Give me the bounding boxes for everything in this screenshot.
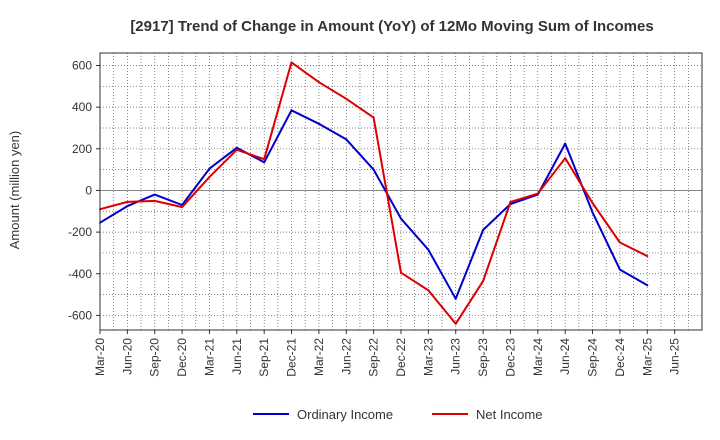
x-tick-label: Mar-24 [531,338,545,376]
grid [99,53,703,330]
series-lines [99,61,649,325]
data-point [126,205,129,208]
x-tick-label: Dec-24 [613,338,627,377]
x-tick-label: Mar-22 [312,338,326,376]
data-point [345,97,348,100]
data-point [591,211,594,214]
data-point [454,297,457,300]
x-tick-label: Mar-21 [202,338,216,376]
x-tick-label: Mar-25 [640,338,654,376]
data-point [482,229,485,232]
data-point [591,201,594,204]
legend-label: Net Income [476,407,542,422]
y-tick-label: -600 [68,308,92,322]
data-point [235,146,238,149]
data-point [646,284,649,287]
x-tick-label: Dec-23 [503,338,517,377]
y-axis-label: Amount (million yen) [7,131,22,250]
data-point [290,61,293,64]
data-point [482,280,485,283]
data-point [317,81,320,84]
x-tick-label: Dec-21 [285,338,299,377]
y-tick-label: 400 [72,100,92,114]
x-tick-label: Mar-20 [93,338,107,376]
data-point [646,255,649,258]
data-point [618,241,621,244]
data-point [372,116,375,119]
data-point [454,322,457,325]
data-point [153,199,156,202]
y-tick-label: -200 [68,225,92,239]
x-tick-label: Jun-24 [558,338,572,375]
x-tick-label: Jun-22 [339,338,353,375]
data-point [400,271,402,274]
data-point [564,142,567,145]
data-point [427,248,430,251]
data-point [564,157,567,160]
data-point [317,122,320,125]
data-point [181,206,184,209]
data-point [263,158,266,161]
data-point [536,192,539,195]
y-tick-label: 200 [72,142,92,156]
x-tick-label: Jun-23 [449,338,463,375]
x-tick-label: Dec-20 [175,338,189,377]
data-point [235,148,238,151]
y-axis-ticks: 600 400 200 0 -200 -400 -600 [68,58,100,322]
x-tick-label: Sep-21 [257,338,271,377]
data-point [618,268,621,271]
data-point [345,138,348,141]
x-tick-label: Sep-23 [476,338,490,377]
data-point [290,109,293,112]
data-point [208,175,211,178]
x-tick-label: Jun-21 [230,338,244,375]
legend: Ordinary Income Net Income [253,407,542,422]
y-tick-label: 600 [72,58,92,72]
data-point [509,200,512,203]
data-point [126,200,129,203]
x-axis-ticks: Mar-20 Jun-20 Sep-20 Dec-20 Mar-21 Jun-21 Sep-… [93,330,682,377]
x-tick-label: Jun-25 [668,338,682,375]
data-point [400,217,402,220]
data-point [208,167,211,170]
chart-title: [2917] Trend of Change in Amount (YoY) o… [130,18,653,35]
data-point [263,161,266,164]
x-tick-label: Sep-24 [586,338,600,377]
data-point [372,168,375,171]
legend-label: Ordinary Income [297,407,393,422]
x-tick-label: Mar-23 [421,338,435,376]
x-tick-label: Jun-20 [120,338,134,375]
x-tick-label: Sep-22 [367,338,381,377]
data-point [153,193,156,196]
y-tick-label: 0 [85,183,92,197]
x-tick-label: Dec-22 [394,338,408,377]
data-point [427,289,430,292]
y-tick-label: -400 [68,267,92,281]
x-tick-label: Sep-20 [148,338,162,377]
